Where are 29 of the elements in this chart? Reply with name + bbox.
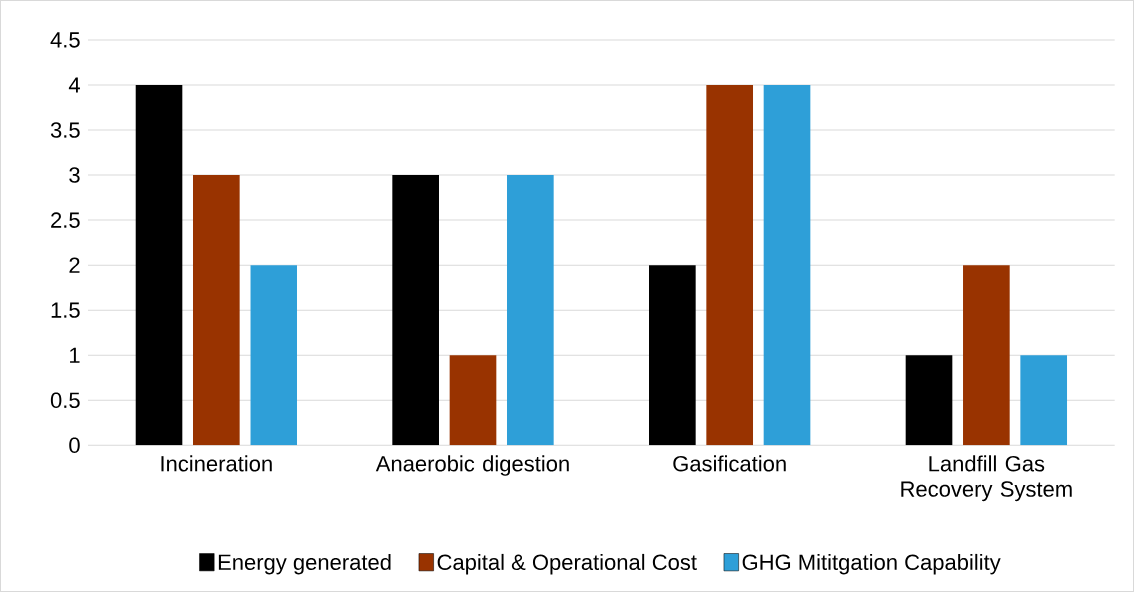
y-tick-label: 1.5 xyxy=(51,302,80,318)
y-tick-label: 0 xyxy=(69,437,80,454)
bar xyxy=(963,265,1010,446)
bar xyxy=(763,85,811,446)
y-tick-label: 2 xyxy=(69,257,80,273)
x-tick-label: Landfill Gas Recovery System xyxy=(901,455,1072,502)
x-tick-label: Incineration xyxy=(161,455,272,472)
y-tick-label: 3.5 xyxy=(50,122,80,138)
y-tick-label: 2.5 xyxy=(51,212,80,228)
bar xyxy=(905,355,953,446)
bar xyxy=(392,175,439,446)
y-tick-label: 4 xyxy=(68,77,80,93)
x-tick-label: Gasification xyxy=(673,455,786,472)
bar xyxy=(135,85,183,446)
bar xyxy=(449,355,497,446)
legend-label: Energy generated xyxy=(218,553,391,575)
y-tick-label: 1 xyxy=(70,347,80,363)
bar xyxy=(1020,355,1068,446)
legend-label: GHG Mititgation Capability xyxy=(742,553,1001,575)
bar xyxy=(507,175,554,446)
y-tick-label: 0.5 xyxy=(50,392,80,409)
y-tick-label: 3 xyxy=(69,167,80,183)
legend-label: Capital & Operational Cost xyxy=(437,553,697,575)
bar xyxy=(192,175,240,446)
bar xyxy=(706,85,754,446)
x-tick-label: Anaerobic digestion xyxy=(375,455,569,476)
y-tick-label: 4.5 xyxy=(50,32,80,48)
bar xyxy=(250,265,297,446)
bar xyxy=(649,265,696,446)
